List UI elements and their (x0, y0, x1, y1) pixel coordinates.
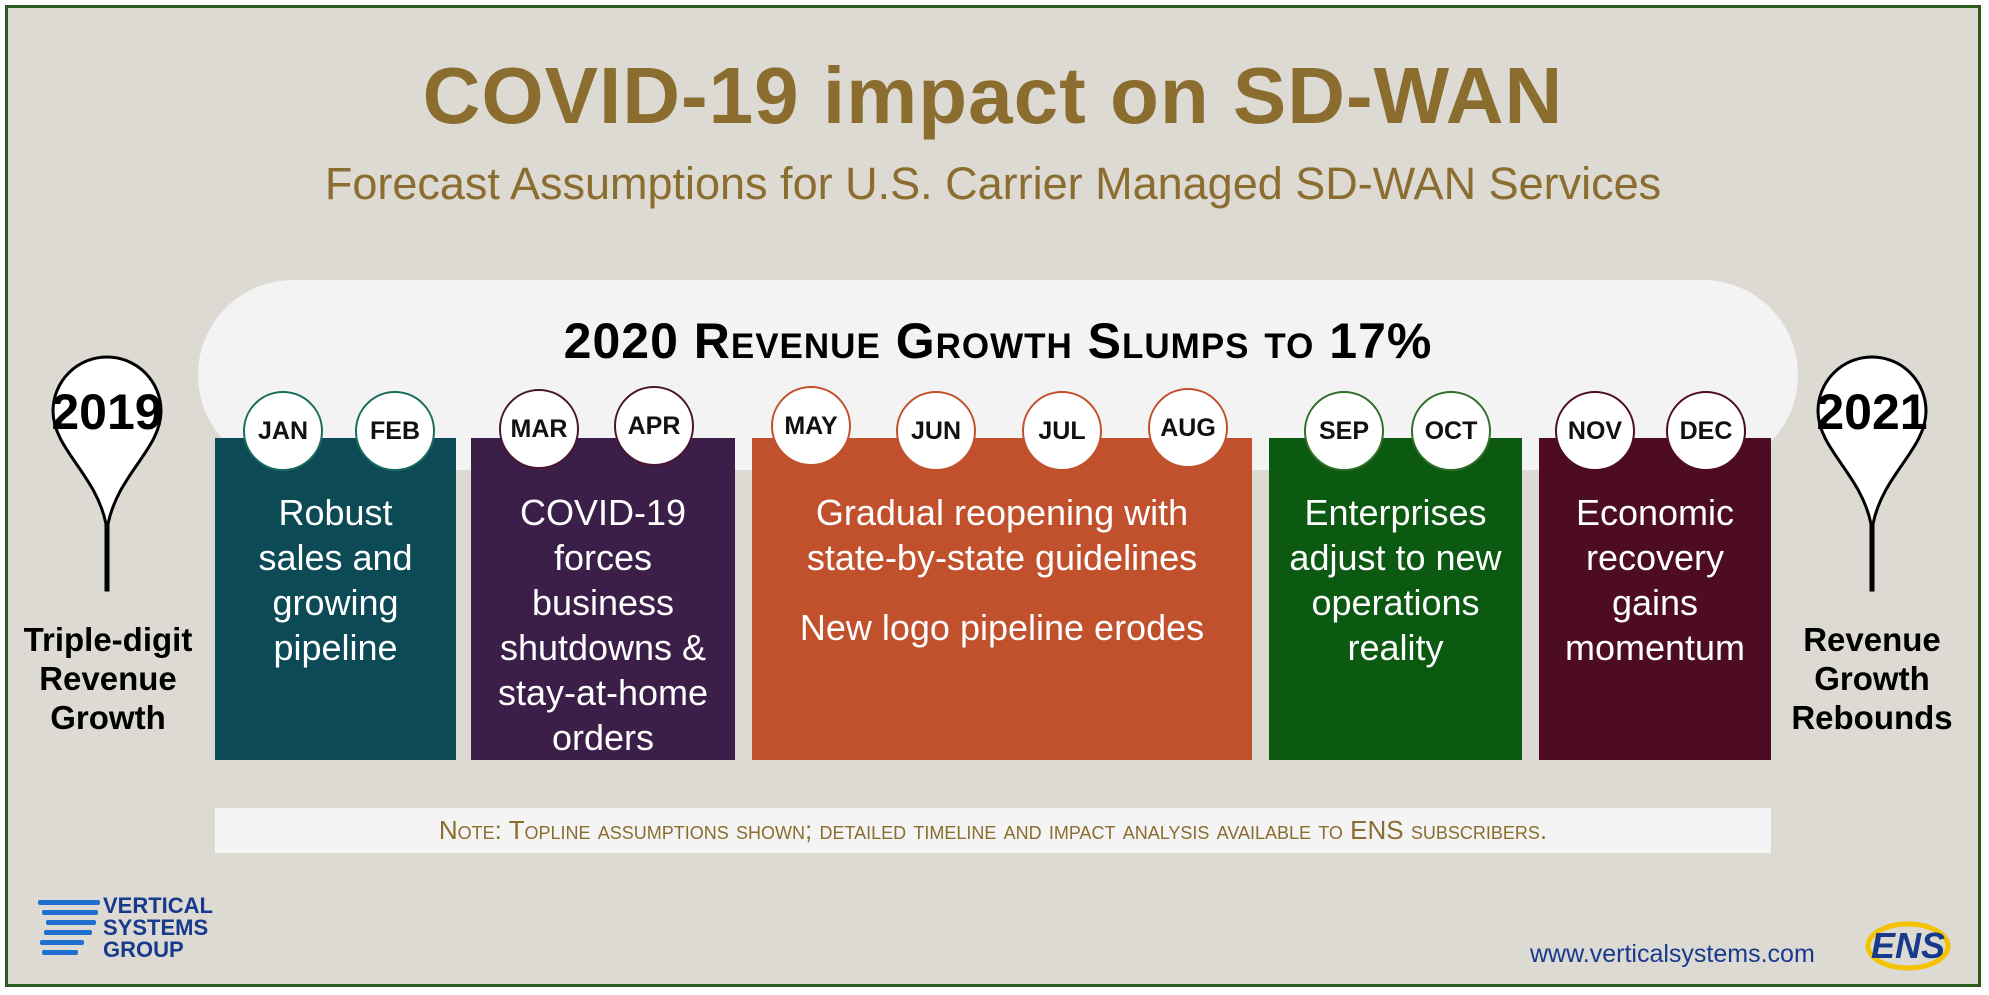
pin-label-line: Rebounds (1791, 699, 1953, 736)
ens-logo-text: ENS (1871, 925, 1945, 966)
pin-label-line: Growth (1814, 660, 1930, 697)
pin-label-line: Triple-digit (23, 621, 193, 658)
phase-text-line: reality (1347, 627, 1444, 668)
month-jul: JUL (1022, 391, 1102, 471)
phase-text-line: momentum (1564, 627, 1746, 668)
logo-line: SYSTEMS (103, 915, 209, 940)
phase-text-line: COVID-19 (519, 492, 687, 533)
month-oct: OCT (1411, 391, 1491, 471)
pin-year-2021: 2021 (1816, 384, 1927, 440)
year-pin-2021: 2021 (1816, 355, 1928, 592)
revenue-banner: 2020 Revenue Growth Slumps to 17% (563, 313, 1433, 369)
pin-label-2021: Revenue Growth Rebounds (1782, 620, 1962, 737)
phase-text-extra: New logo pipeline erodes (799, 607, 1205, 648)
phase-text-line: Economic (1575, 492, 1735, 533)
phase-text-line: recovery (1585, 537, 1725, 578)
phase-panel-may-aug: Gradual reopening with state-by-state gu… (752, 438, 1252, 760)
vertical-systems-logo-icon (38, 900, 100, 955)
phase-text-line: state-by-state guidelines (806, 537, 1198, 578)
phase-text-line: Robust (278, 492, 393, 533)
pin-label-line: Revenue (39, 660, 177, 697)
infographic-frame: COVID-19 impact on SD-WAN Forecast Assum… (5, 5, 1981, 987)
phase-panel-nov-dec: Economic recovery gains momentum (1539, 438, 1771, 760)
pin-label-line: Growth (50, 699, 166, 736)
pin-year-2019: 2019 (51, 384, 162, 440)
website-link[interactable]: www.verticalsystems.com (1530, 940, 1815, 968)
phase-text-line: shutdowns & (499, 627, 707, 668)
page-title: COVID-19 impact on SD-WAN (422, 51, 1564, 140)
phase-text-line: stay-at-home (497, 672, 709, 713)
phase-text-line: pipeline (273, 627, 398, 668)
phase-text-line: operations (1311, 582, 1480, 623)
phase-text-line: business (531, 582, 675, 623)
phase-text-line: forces (553, 537, 653, 578)
phase-text-line: sales and (258, 537, 413, 578)
month-aug: AUG (1148, 388, 1228, 468)
phase-panel-jan-feb: Robust sales and growing pipeline (215, 438, 456, 760)
year-pin-2019: 2019 (51, 355, 163, 592)
pin-label-2019: Triple-digit Revenue Growth (18, 620, 198, 737)
logo-line: GROUP (103, 937, 184, 962)
month-jan: JAN (243, 391, 323, 471)
ens-logo-icon: ENS (1865, 921, 1951, 971)
footnote: Note: Topline assumptions shown; detaile… (215, 808, 1771, 853)
month-feb: FEB (355, 391, 435, 471)
vertical-systems-logo-text: VERTICAL SYSTEMS GROUP (103, 895, 213, 961)
month-jun: JUN (896, 391, 976, 471)
phase-panel-sep-oct: Enterprises adjust to new operations rea… (1269, 438, 1522, 760)
logo-line: VERTICAL (103, 893, 213, 918)
page-subtitle: Forecast Assumptions for U.S. Carrier Ma… (324, 158, 1662, 209)
phase-text-line: orders (551, 717, 655, 758)
month-mar: MAR (499, 389, 579, 469)
month-apr: APR (614, 386, 694, 466)
phase-text-line: Enterprises (1304, 492, 1487, 533)
month-nov: NOV (1555, 391, 1635, 471)
month-dec: DEC (1666, 391, 1746, 471)
month-sep: SEP (1304, 391, 1384, 471)
month-may: MAY (771, 386, 851, 466)
phase-text-line: gains (1611, 582, 1699, 623)
phase-panel-mar-apr: COVID-19 forces business shutdowns & sta… (471, 438, 735, 760)
pin-label-line: Revenue (1803, 621, 1941, 658)
phase-text-line: growing (272, 582, 399, 623)
phase-text-line: adjust to new (1289, 537, 1502, 578)
phase-text-line: Gradual reopening with (815, 492, 1189, 533)
